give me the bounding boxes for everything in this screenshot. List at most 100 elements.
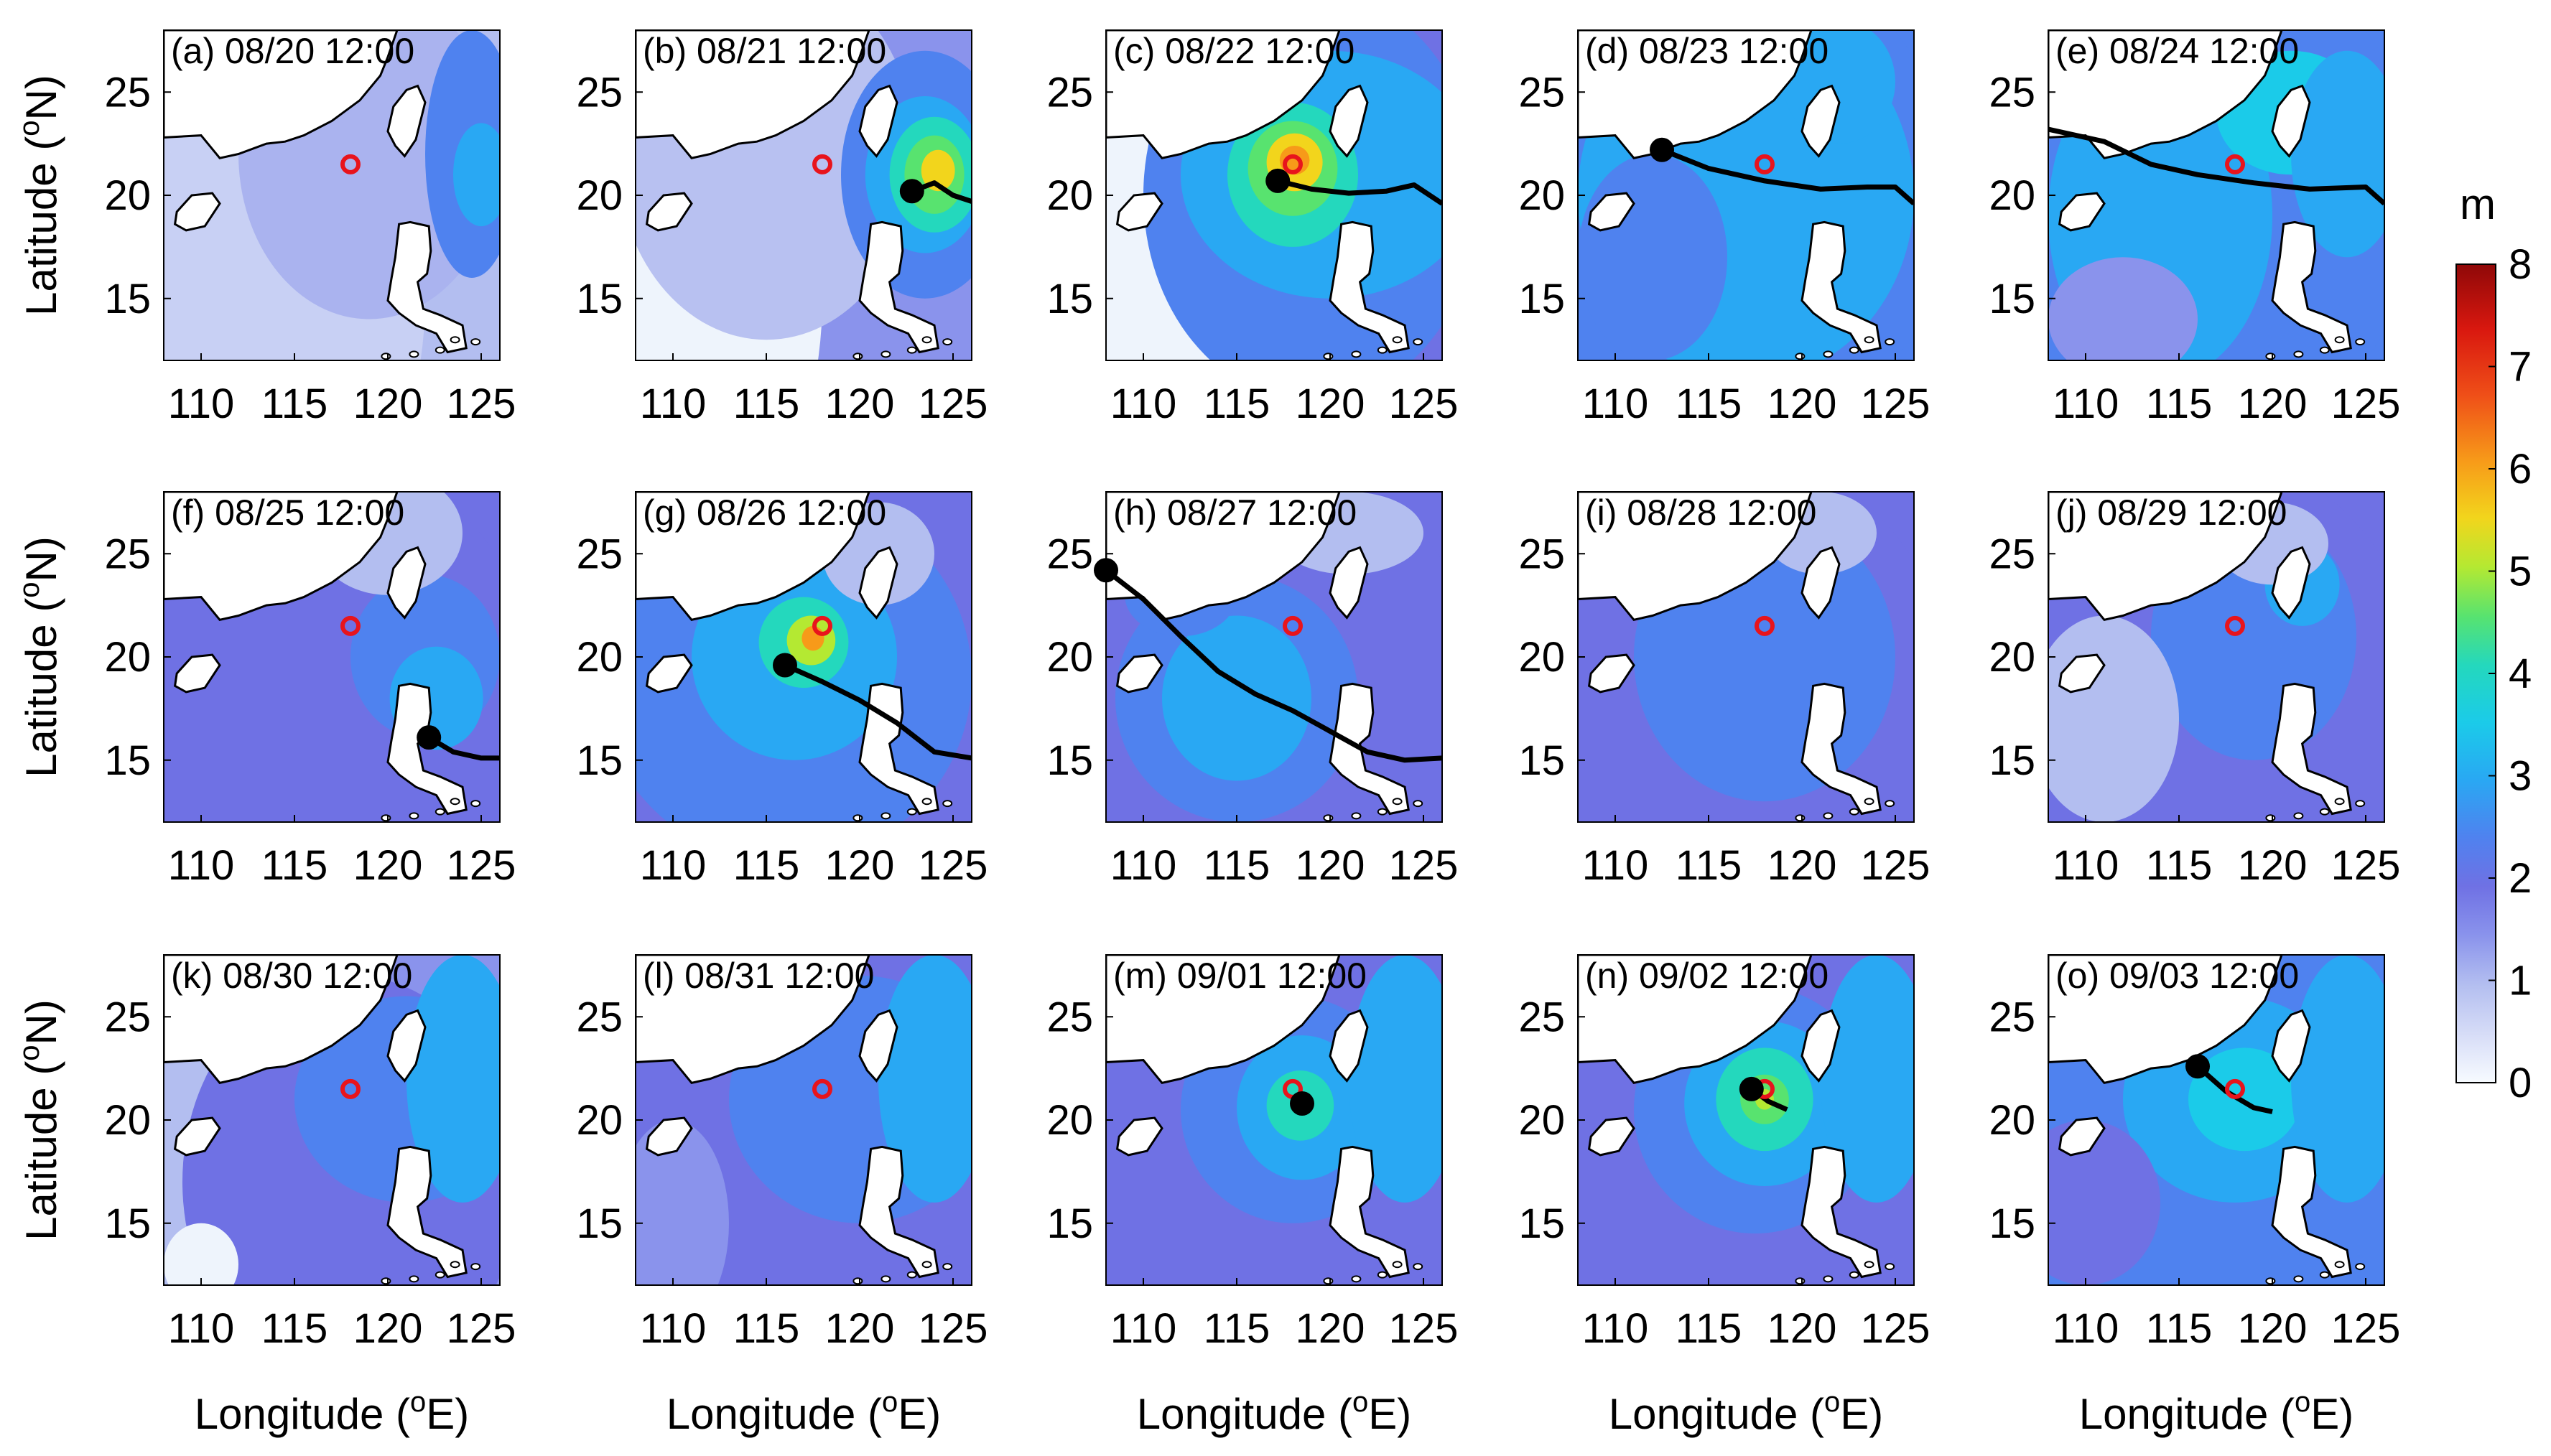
land-taiwan [1329,546,1369,620]
wave-contour [1349,955,1442,1203]
panel-title: (l) 08/31 12:00 [643,956,874,996]
colorbar-tick-label: 7 [2509,344,2532,391]
y-axis-label: Latitude (oN) [14,536,65,778]
x-tick-label: 125 [2331,842,2401,889]
y-tick-label: 15 [576,737,623,784]
island [942,1263,953,1271]
panel-title: (n) 09/02 12:00 [1585,956,1829,996]
x-tick-label: 115 [1676,381,1742,427]
station-marker [340,1078,361,1099]
y-tick-label: 25 [1518,69,1565,116]
panel-o: (o) 09/03 12:00 110 115 120 125 15 20 25 Longitu… [1989,954,2400,1438]
y-tick-label: 25 [1989,994,2035,1040]
wave-contour [2048,1120,2160,1285]
land-luzon [858,682,939,816]
y-tick-label: 15 [1046,737,1093,784]
island [1351,1275,1362,1283]
wave-contour [878,955,972,1203]
land-taiwan [1800,546,1841,620]
x-tick-label: 110 [168,1305,234,1352]
island [1413,338,1423,346]
x-tick-label: 120 [1767,381,1837,427]
land-luzon [386,682,468,816]
island [2334,798,2345,806]
island [1823,350,1834,358]
panel-title: (k) 08/30 12:00 [171,956,412,996]
island [906,1271,917,1279]
typhoon-track [1277,178,1442,206]
wave-height-field [1106,492,1442,822]
y-tick-label: 20 [1046,172,1093,219]
land-luzon [1800,1145,1882,1279]
x-axis-label: Longitude (oE) [666,1386,941,1438]
land-china [1106,955,1341,1084]
x-tick-label: 115 [1676,1305,1742,1352]
wave-contour [2048,615,2179,822]
island [435,346,445,354]
island [852,353,863,360]
panel-title: (i) 08/28 12:00 [1585,493,1816,533]
x-tick-label: 120 [353,381,423,427]
land-luzon [858,1145,939,1279]
x-tick-label: 125 [1861,381,1930,427]
island [2355,800,2366,808]
y-tick-label: 25 [1989,69,2035,116]
island [1377,808,1388,816]
land-taiwan [858,1009,898,1083]
land-luzon [1800,220,1882,354]
land-hainan [2058,1116,2106,1157]
island [1392,1261,1403,1269]
colorbar-tick-label: 4 [2509,650,2532,697]
x-tick-label: 110 [2053,842,2119,889]
typhoon-center [2185,1054,2210,1079]
x-tick-label: 110 [640,1305,706,1352]
x-tick-label: 110 [1582,381,1648,427]
y-tick-label: 15 [576,276,623,322]
x-tick-label: 110 [640,842,706,889]
panel-c: (c) 08/22 12:00 110 115 120 125 15 20 25 [1046,29,1459,427]
land-hainan [645,1116,693,1157]
typhoon-center [1650,137,1674,162]
island [852,1277,863,1285]
island [1392,798,1403,806]
x-axis-label: Longitude (oE) [1609,1386,1883,1438]
x-axis-label: Longitude (oE) [195,1386,469,1438]
colorbar-tick-label: 5 [2509,549,2532,595]
wave-height-field [164,30,500,360]
y-tick-label: 20 [104,634,151,681]
x-tick-label: 110 [168,381,234,427]
land-luzon [858,220,939,354]
x-tick-label: 120 [1767,842,1837,889]
station-marker [812,154,832,174]
y-tick-label: 15 [1518,1200,1565,1247]
x-tick-label: 125 [447,1305,516,1352]
island [906,346,917,354]
island [435,808,445,816]
x-tick-label: 115 [261,381,327,427]
island [409,350,419,358]
panel-h: (h) 08/27 12:00 110 115 120 125 15 20 25 [1046,491,1458,889]
panel-m: (m) 09/01 12:00 110 115 120 125 15 20 25 Longitu… [1046,954,1459,1438]
land-luzon [1329,682,1410,816]
panel-j: (j) 08/29 12:00 110 115 120 125 15 20 25 [1989,491,2401,889]
land-luzon [2271,682,2352,816]
island [470,800,481,808]
x-tick-label: 120 [825,842,895,889]
island [880,350,891,358]
island [1392,336,1403,344]
island [1885,800,1895,808]
island [921,1261,932,1269]
island [2265,814,2276,822]
island [1849,808,1859,816]
wave-contour [2048,257,2198,360]
island [1377,1271,1388,1279]
island [942,800,953,808]
x-tick-label: 125 [1389,381,1459,427]
x-tick-label: 120 [353,1305,423,1352]
x-tick-label: 125 [447,842,516,889]
x-tick-label: 125 [1389,1305,1459,1352]
x-tick-label: 125 [447,381,516,427]
panel-d: (d) 08/23 12:00 110 115 120 125 15 20 25 [1518,29,1930,427]
land-hainan [1587,653,1635,694]
typhoon-center [1290,1091,1314,1116]
